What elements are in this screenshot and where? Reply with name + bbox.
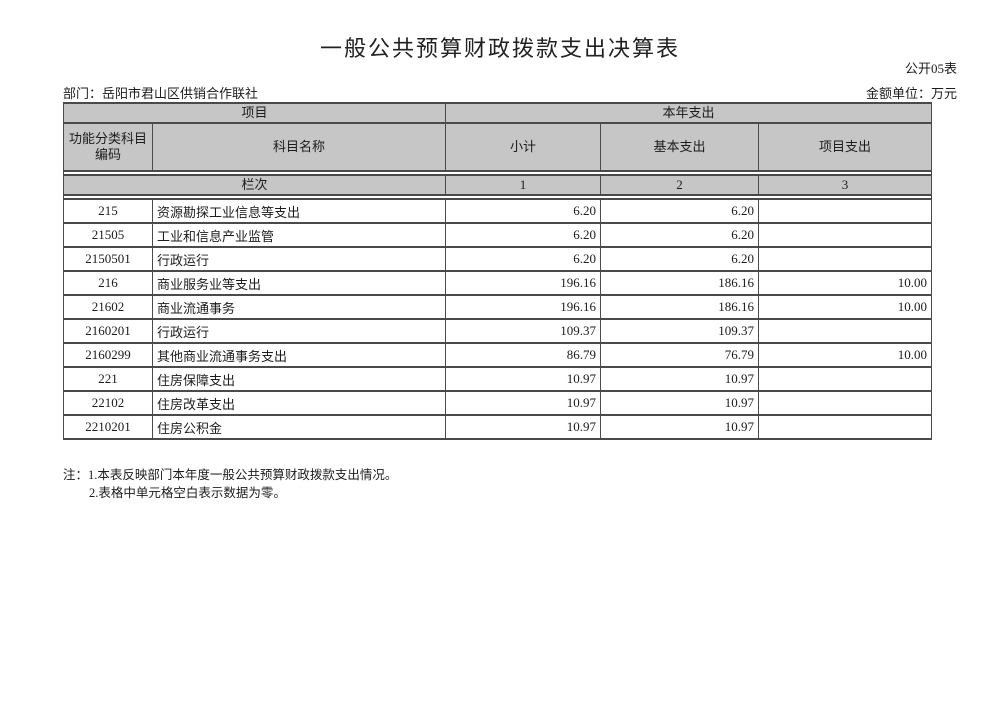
cell-name: 商业流通事务 — [151, 294, 447, 320]
cell-basic: 76.79 — [600, 342, 760, 368]
cell-basic: 186.16 — [600, 270, 760, 296]
cell-code: 22102 — [63, 390, 153, 416]
table-row: 21602 商业流通事务 196.16 186.16 10.00 — [63, 294, 933, 320]
cell-code: 21505 — [63, 222, 153, 248]
cell-project — [758, 414, 933, 440]
cell-code: 2160299 — [63, 342, 153, 368]
table-row: 215 资源勘探工业信息等支出 6.20 6.20 — [63, 198, 933, 224]
table-row: 221 住房保障支出 10.97 10.97 — [63, 366, 933, 392]
cell-name: 其他商业流通事务支出 — [151, 342, 447, 368]
table-row: 2160201 行政运行 109.37 109.37 — [63, 318, 933, 344]
cell-basic: 6.20 — [600, 246, 760, 272]
cell-subtotal: 109.37 — [445, 318, 602, 344]
department-label: 部门：岳阳市君山区供销合作联社 — [63, 86, 259, 101]
table-row: 216 商业服务业等支出 196.16 186.16 10.00 — [63, 270, 933, 296]
lanci-spacer — [63, 195, 932, 199]
table-row: 2150501 行政运行 6.20 6.20 — [63, 246, 933, 272]
cell-basic: 10.97 — [600, 366, 760, 392]
cell-subtotal: 10.97 — [445, 414, 602, 440]
header-col-basic: 基本支出 — [600, 122, 760, 172]
page-title: 一般公共预算财政拨款支出决算表 — [319, 36, 680, 61]
cell-code: 2150501 — [63, 246, 153, 272]
table-header-group-row: 项目 本年支出 — [62, 102, 933, 124]
header-col-name: 科目名称 — [151, 122, 447, 172]
cell-code: 221 — [63, 366, 153, 392]
cell-name: 商业服务业等支出 — [151, 270, 447, 296]
cell-subtotal: 6.20 — [445, 198, 602, 224]
cell-subtotal: 6.20 — [445, 246, 602, 272]
header-col-code: 功能分类科目编码 — [63, 122, 153, 172]
cell-code: 21602 — [63, 294, 153, 320]
cell-name: 住房保障支出 — [151, 366, 447, 392]
cell-subtotal: 6.20 — [445, 222, 602, 248]
cell-subtotal: 10.97 — [445, 390, 602, 416]
cell-name: 行政运行 — [151, 246, 447, 272]
footnotes: 注：1.本表反映部门本年度一般公共预算财政拨款支出情况。 2.表格中单元格空白表… — [63, 466, 397, 502]
cell-basic: 186.16 — [600, 294, 760, 320]
header-group-item: 项目 — [62, 102, 447, 124]
table-row: 22102 住房改革支出 10.97 10.97 — [63, 390, 933, 416]
footnote-2: 2.表格中单元格空白表示数据为零。 — [89, 486, 286, 500]
cell-subtotal: 10.97 — [445, 366, 602, 392]
cell-basic: 10.97 — [600, 414, 760, 440]
cell-basic: 6.20 — [600, 198, 760, 224]
cell-code: 2210201 — [63, 414, 153, 440]
lanci-col-2: 2 — [600, 174, 760, 196]
meta-row: 部门：岳阳市君山区供销合作联社 金额单位：万元 — [63, 83, 957, 102]
header-spacer — [63, 171, 932, 175]
cell-name: 资源勘探工业信息等支出 — [151, 198, 447, 224]
unit-label: 金额单位：万元 — [865, 86, 957, 101]
cell-subtotal: 196.16 — [445, 294, 602, 320]
cell-basic: 109.37 — [600, 318, 760, 344]
cell-code: 215 — [63, 198, 153, 224]
table-row: 21505 工业和信息产业监管 6.20 6.20 — [63, 222, 933, 248]
cell-project: 10.00 — [758, 270, 933, 296]
table-row: 2160299 其他商业流通事务支出 86.79 76.79 10.00 — [63, 342, 933, 368]
cell-project — [758, 318, 933, 344]
table-lanci-row: 栏次 1 2 3 — [62, 174, 933, 196]
cell-project — [758, 366, 933, 392]
cell-name: 住房公积金 — [151, 414, 447, 440]
cell-basic: 6.20 — [600, 222, 760, 248]
table-header-columns-row: 功能分类科目编码 科目名称 小计 基本支出 项目支出 — [63, 122, 933, 172]
cell-project: 10.00 — [758, 342, 933, 368]
cell-name: 住房改革支出 — [151, 390, 447, 416]
lanci-label: 栏次 — [62, 174, 447, 196]
expenditure-table: 项目 本年支出 功能分类科目编码 科目名称 小计 基本支出 项目支出 栏次 1 … — [62, 102, 933, 440]
cell-project — [758, 198, 933, 224]
cell-subtotal: 196.16 — [445, 270, 602, 296]
header-col-project: 项目支出 — [758, 122, 933, 172]
header-col-subtotal: 小计 — [445, 122, 602, 172]
cell-code: 2160201 — [63, 318, 153, 344]
header-group-current-year: 本年支出 — [445, 102, 933, 124]
cell-project — [758, 246, 933, 272]
footnote-1: 注：1.本表反映部门本年度一般公共预算财政拨款支出情况。 — [63, 468, 398, 482]
cell-name: 工业和信息产业监管 — [151, 222, 447, 248]
cell-name: 行政运行 — [151, 318, 447, 344]
lanci-col-3: 3 — [758, 174, 933, 196]
cell-basic: 10.97 — [600, 390, 760, 416]
cell-project — [758, 390, 933, 416]
cell-project: 10.00 — [758, 294, 933, 320]
lanci-col-1: 1 — [445, 174, 602, 196]
cell-code: 216 — [63, 270, 153, 296]
form-number-label: 公开05表 — [904, 61, 957, 76]
table-row: 2210201 住房公积金 10.97 10.97 — [63, 414, 933, 440]
cell-subtotal: 86.79 — [445, 342, 602, 368]
cell-project — [758, 222, 933, 248]
